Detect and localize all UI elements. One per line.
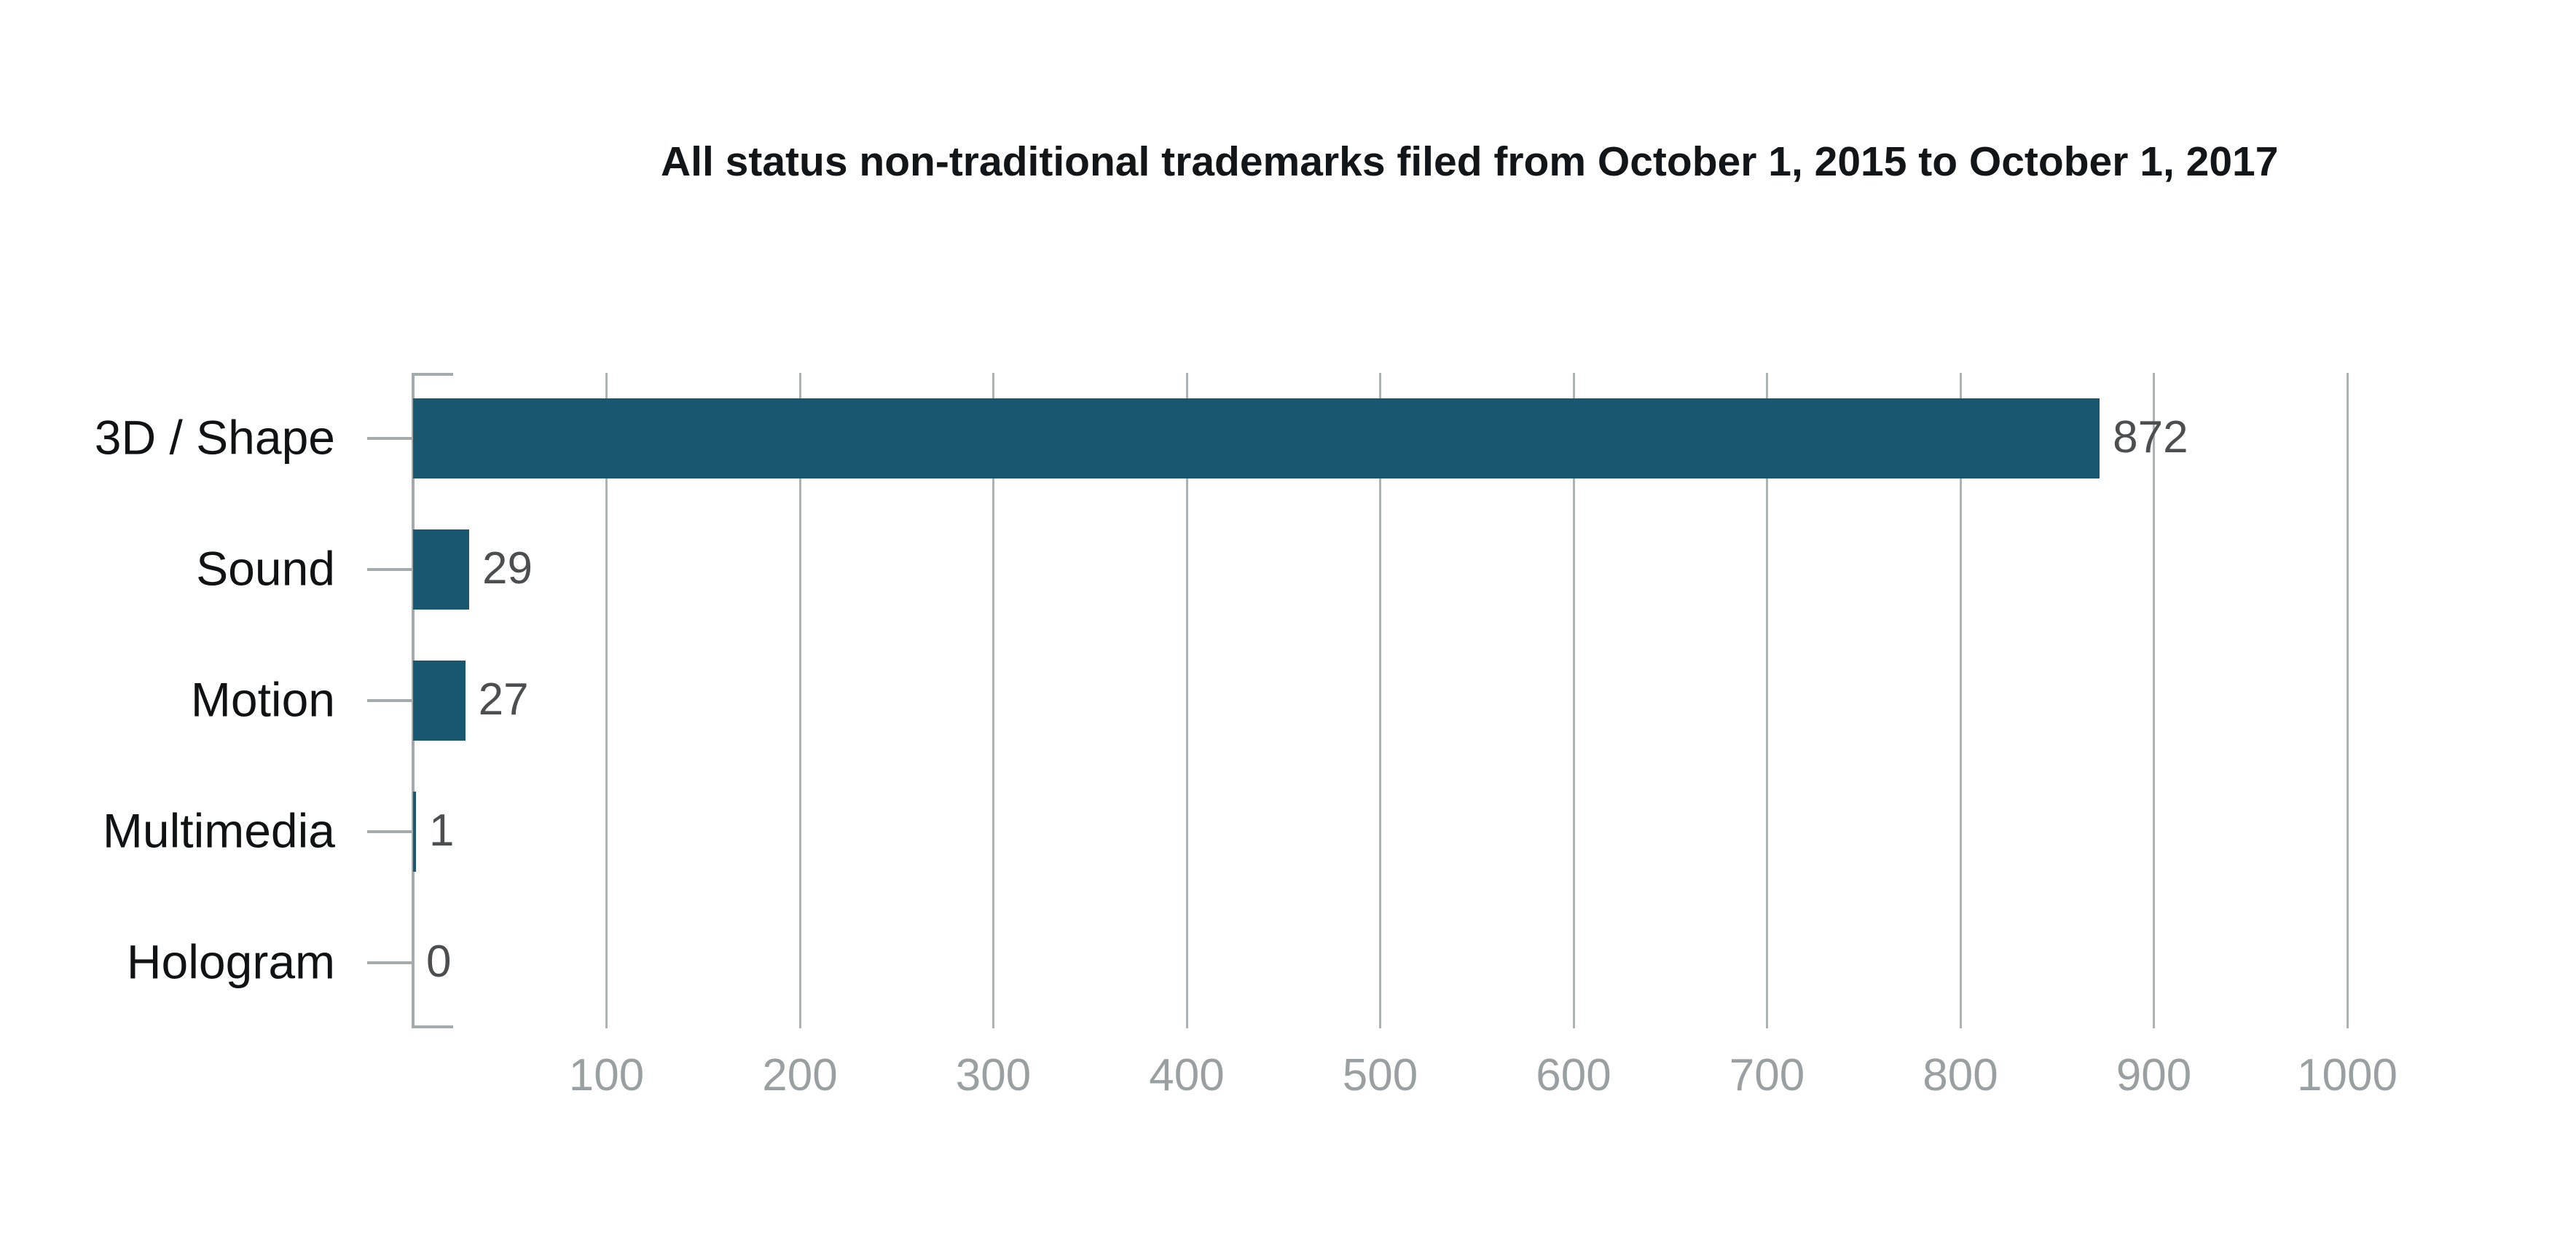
value-label-hologram: 0	[426, 936, 452, 987]
category-tick-motion	[367, 699, 413, 702]
x-tick-label-800: 800	[1923, 1050, 1998, 1100]
gridline-500	[1379, 373, 1381, 1028]
gridline-300	[992, 373, 994, 1028]
x-tick-label-600: 600	[1536, 1050, 1611, 1100]
chart-title: All status non-traditional trademarks fi…	[661, 138, 2279, 185]
category-tick-3d-shape	[367, 437, 413, 440]
bar-row-multimedia: Multimedia 1	[103, 766, 2347, 897]
gridline-900	[2153, 373, 2155, 1028]
category-tick-hologram	[367, 961, 413, 964]
bar-row-hologram: Hologram 0	[127, 897, 2347, 1028]
bar-row-sound: Sound 29	[196, 504, 2347, 635]
x-tick-label-400: 400	[1149, 1050, 1225, 1100]
value-label-3d-shape: 872	[2113, 411, 2188, 462]
value-label-multimedia: 1	[429, 805, 455, 856]
gridline-1000	[2346, 373, 2349, 1028]
x-tick-label-900: 900	[2116, 1050, 2192, 1100]
value-label-motion: 27	[478, 674, 529, 725]
y-axis-bottom-tick	[412, 1025, 453, 1028]
bar-3d-shape	[413, 398, 2100, 478]
category-label-hologram: Hologram	[126, 934, 335, 989]
category-tick-sound	[367, 568, 413, 571]
category-label-multimedia: Multimedia	[102, 803, 335, 858]
x-tick-label-500: 500	[1342, 1050, 1418, 1100]
value-label-sound: 29	[482, 543, 533, 594]
gridline-200	[798, 373, 801, 1028]
x-tick-label-1000: 1000	[2297, 1050, 2398, 1100]
gridline-600	[1572, 373, 1575, 1028]
x-tick-label-300: 300	[955, 1050, 1032, 1100]
bar-motion	[413, 661, 466, 741]
bar-row-motion: Motion 27	[191, 635, 2347, 766]
category-tick-multimedia	[367, 830, 413, 833]
category-label-motion: Motion	[190, 672, 335, 727]
category-label-sound: Sound	[196, 541, 335, 596]
bar-multimedia	[413, 792, 416, 872]
y-axis-top-tick	[412, 373, 453, 376]
gridline-700	[1766, 373, 1768, 1028]
gridline-800	[1959, 373, 1962, 1028]
bar-row-3d-shape: 3D / Shape 872	[95, 373, 2347, 504]
bar-sound	[413, 529, 469, 610]
gridline-400	[1185, 373, 1188, 1028]
plot-area: 3D / Shape 872 Sound 29 Motion 27 Multimedia 1 H…	[95, 373, 2349, 1028]
x-tick-label-200: 200	[762, 1050, 838, 1100]
gridline-100	[605, 373, 608, 1028]
x-tick-label-100: 100	[568, 1050, 645, 1100]
x-tick-label-700: 700	[1729, 1050, 1805, 1100]
category-label-3d-shape: 3D / Shape	[94, 410, 335, 465]
